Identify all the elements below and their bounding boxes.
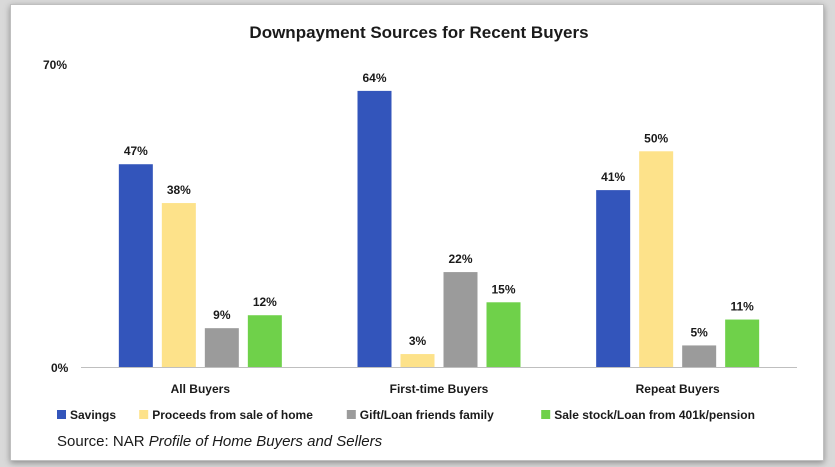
data-label-3-3: 5% [690, 325, 708, 339]
legend-swatch-1 [57, 410, 66, 419]
legend-label-4: Sale stock/Loan from 401k/pension [554, 408, 755, 422]
x-tick-label-1: All Buyers [171, 382, 231, 396]
legend-label-3: Gift/Loan friends family [360, 408, 494, 422]
bar-2-1 [161, 203, 196, 367]
bar-4-3 [725, 319, 760, 367]
bar-1-1 [118, 164, 153, 367]
data-label-2-1: 38% [167, 183, 191, 197]
bar-3-1 [204, 328, 239, 367]
data-label-4-1: 12% [253, 295, 277, 309]
source-title: Profile of Home Buyers and Sellers [148, 433, 383, 450]
x-tick-label-2: First-time Buyers [390, 382, 489, 396]
y-tick-label-min: 0% [51, 361, 69, 375]
legend-swatch-2 [139, 410, 149, 419]
source-note: Source: NAR Profile of Home Buyers and S… [57, 433, 382, 450]
y-tick-label-max: 70% [43, 58, 67, 72]
data-label-4-2: 15% [491, 282, 515, 296]
bar-3-3 [682, 345, 717, 367]
chart-frame: Downpayment Sources for Recent Buyers 70%… [10, 4, 824, 461]
x-tick-label-3: Repeat Buyers [636, 382, 720, 396]
data-label-4-3: 11% [730, 300, 754, 314]
legend-label-1: Savings [70, 408, 116, 422]
data-label-3-2: 22% [448, 252, 472, 266]
chart-title: Downpayment Sources for Recent Buyers [249, 23, 588, 42]
data-label-1-1: 47% [124, 144, 148, 158]
bar-4-2 [486, 302, 521, 367]
data-label-3-1: 9% [213, 308, 231, 322]
data-label-2-3: 50% [644, 131, 668, 145]
bar-chart: Downpayment Sources for Recent Buyers 70%… [43, 23, 797, 422]
bar-2-3 [639, 151, 674, 367]
bar-2-2 [400, 354, 435, 367]
data-label-1-3: 41% [601, 170, 625, 184]
data-label-1-2: 64% [362, 71, 386, 85]
legend-label-2: Proceeds from sale of home [152, 408, 313, 422]
legend-swatch-3 [346, 410, 356, 419]
bar-1-3 [596, 190, 631, 367]
data-label-2-2: 3% [409, 334, 427, 348]
bar-1-2 [357, 90, 392, 367]
bar-3-2 [443, 272, 478, 367]
bar-4-1 [247, 315, 282, 367]
legend-swatch-4 [541, 410, 551, 419]
source-prefix: Source: NAR [57, 433, 149, 450]
